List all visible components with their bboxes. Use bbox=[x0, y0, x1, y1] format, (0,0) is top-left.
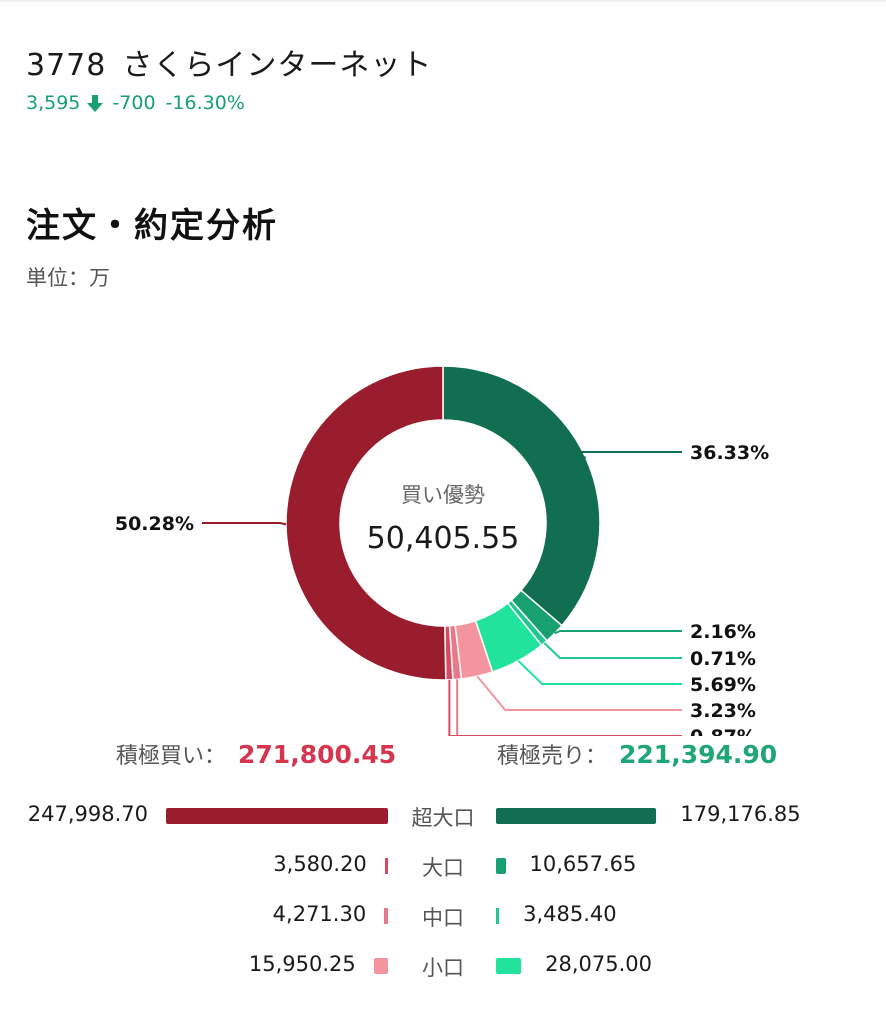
total-sell-label: 積極売り： bbox=[497, 744, 608, 769]
stock-price: 3,595 bbox=[26, 92, 81, 114]
sell-bar bbox=[496, 908, 500, 924]
breakdown-row-super: 247,998.70 超大口 179,176.85 bbox=[0, 792, 886, 842]
total-buy: 積極買い： 271,800.45 bbox=[116, 738, 396, 770]
leader-line bbox=[543, 642, 682, 659]
breakdown-row-small: 15,950.25 小口 28,075.00 bbox=[0, 942, 886, 992]
category-label: 大口 bbox=[422, 856, 464, 880]
stock-title: 3778 さくらインターネット bbox=[26, 40, 432, 84]
slice-percent-label: 2.16% bbox=[690, 621, 756, 643]
leader-line bbox=[554, 630, 682, 635]
price-change: -700 bbox=[112, 92, 156, 114]
breakdown-row-large: 3,580.20 大口 10,657.65 bbox=[0, 842, 886, 892]
leader-line bbox=[517, 660, 682, 685]
breakdown-row-mid: 4,271.30 中口 3,485.40 bbox=[0, 892, 886, 942]
stock-name: さくらインターネット bbox=[122, 48, 433, 83]
slice-percent-label: 36.33% bbox=[690, 442, 769, 464]
buy-value: 247,998.70 bbox=[27, 802, 148, 826]
top-divider bbox=[0, 0, 886, 2]
center-value: 50,405.55 bbox=[367, 521, 520, 556]
category-label: 小口 bbox=[422, 956, 464, 980]
donut-slice-buy-7 bbox=[285, 365, 447, 681]
buy-value: 4,271.30 bbox=[272, 902, 367, 926]
leader-line bbox=[448, 679, 682, 736]
section-title: 注文・約定分析 bbox=[26, 206, 278, 246]
slice-percent-label: 5.69% bbox=[690, 674, 756, 696]
buy-bar bbox=[373, 958, 388, 974]
category-label: 中口 bbox=[422, 906, 464, 930]
leader-line bbox=[476, 675, 682, 711]
total-sell: 積極売り： 221,394.90 bbox=[497, 738, 777, 770]
slice-percent-label: 50.28% bbox=[115, 513, 194, 535]
total-buy-value: 271,800.45 bbox=[238, 740, 397, 769]
sell-value: 3,485.40 bbox=[523, 902, 617, 926]
buy-bar bbox=[384, 908, 388, 924]
price-row: 3,595 -700 -16.30% bbox=[26, 92, 245, 114]
buy-value: 15,950.25 bbox=[248, 952, 356, 976]
donut-chart: 36.33% 2.16% 0.71% 5.69% 3.23% 0.87% 50.28% 買い… bbox=[115, 365, 769, 736]
buy-bar bbox=[166, 808, 388, 824]
total-sell-value: 221,394.90 bbox=[619, 740, 778, 769]
donut-slice-sell-0 bbox=[442, 365, 601, 627]
sell-value: 28,075.00 bbox=[545, 952, 653, 976]
sell-bar bbox=[496, 858, 506, 874]
price-change-pct: -16.30% bbox=[165, 92, 245, 114]
sell-value: 179,176.85 bbox=[680, 802, 801, 826]
slice-percent-label: 0.71% bbox=[690, 648, 756, 670]
sell-value: 10,657.65 bbox=[529, 852, 637, 876]
leader-line bbox=[456, 679, 682, 736]
center-label: 買い優勢 bbox=[401, 483, 485, 507]
arrow-down-icon bbox=[86, 93, 104, 113]
unit-label: 単位：万 bbox=[26, 266, 110, 290]
sell-bar bbox=[496, 808, 657, 824]
buy-bar bbox=[384, 858, 388, 874]
total-buy-label: 積極買い： bbox=[116, 744, 227, 769]
leader-line bbox=[202, 522, 287, 526]
leader-line bbox=[559, 451, 682, 459]
stock-code: 3778 bbox=[26, 48, 107, 83]
slice-percent-label: 0.87% bbox=[690, 726, 756, 736]
slice-percent-label: 3.23% bbox=[690, 700, 756, 722]
buy-value: 3,580.20 bbox=[273, 852, 367, 876]
category-label: 超大口 bbox=[411, 806, 475, 830]
sell-bar bbox=[496, 958, 522, 974]
